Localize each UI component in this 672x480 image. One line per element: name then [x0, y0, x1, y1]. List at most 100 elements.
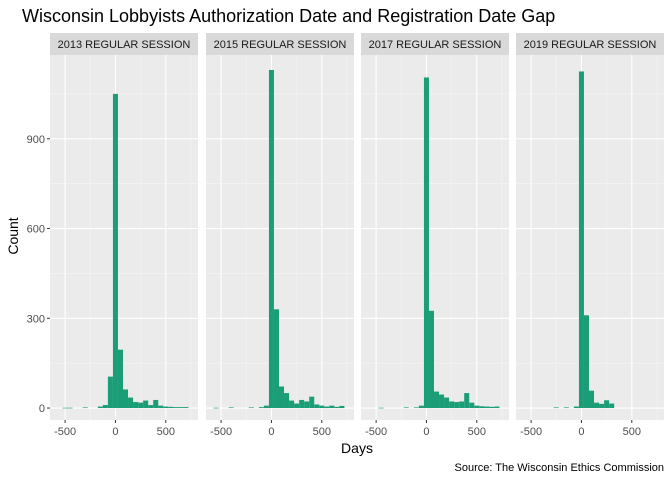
histogram-bar	[82, 407, 88, 409]
histogram-bar	[599, 403, 605, 409]
histogram-bar	[474, 405, 480, 409]
histogram-bar	[479, 406, 485, 409]
histogram-bar	[138, 402, 144, 409]
histogram-bar	[329, 405, 335, 409]
histogram-bar	[464, 393, 470, 409]
histogram-bar	[433, 391, 440, 409]
histogram-bar	[258, 407, 264, 409]
facet-strip	[50, 33, 198, 55]
histogram-bar	[133, 402, 139, 409]
facet-strip	[361, 33, 509, 55]
y-tick-label: 600	[27, 224, 45, 236]
histogram-bar	[304, 401, 310, 409]
histogram-bar	[122, 389, 129, 409]
histogram-bar	[183, 407, 189, 409]
facet-panel: 2015 REGULAR SESSION -500 0 500	[206, 33, 354, 438]
facet-strip-label: 2019 REGULAR SESSION	[524, 39, 657, 51]
histogram-bar	[112, 93, 118, 409]
histogram-bar	[314, 404, 320, 409]
x-tick-label: 500	[313, 426, 331, 438]
histogram-bar	[324, 406, 330, 409]
x-tick-label: -500	[54, 426, 76, 438]
histogram-bar	[334, 406, 340, 409]
y-axis-title: Count	[5, 217, 21, 254]
histogram-bar	[423, 77, 429, 409]
facet-panel: 2013 REGULAR SESSION -500 0 500	[50, 33, 198, 438]
x-tick-label: -500	[520, 426, 542, 438]
x-tick-label: 0	[112, 426, 118, 438]
facet-strip-label: 2015 REGULAR SESSION	[214, 39, 347, 51]
histogram-bar	[168, 406, 174, 409]
x-tick-label: 0	[578, 426, 584, 438]
histogram-bar	[378, 407, 384, 409]
histogram-bar	[62, 407, 68, 409]
histogram-bar	[578, 71, 584, 409]
histogram-bar	[444, 397, 450, 409]
facet-plot-area	[361, 55, 509, 420]
histogram-bar	[102, 405, 108, 409]
histogram-bar	[97, 406, 103, 409]
facet-plot-area	[50, 55, 198, 420]
histogram-bar	[594, 402, 600, 409]
histogram-bar	[273, 309, 279, 409]
histogram-bar	[294, 403, 300, 409]
x-axis-title: Days	[341, 440, 373, 456]
x-tick-label: 500	[623, 426, 641, 438]
facet-strip-label: 2017 REGULAR SESSION	[369, 39, 502, 51]
histogram-bar	[403, 407, 409, 409]
histogram-bar	[128, 397, 134, 409]
x-tick-label: -500	[210, 426, 232, 438]
histogram-bar	[117, 349, 123, 409]
x-tick-label: 500	[157, 426, 175, 438]
histogram-bar	[67, 407, 73, 409]
histogram-bar	[484, 406, 490, 409]
facet-panel: 2019 REGULAR SESSION -500 0 500	[516, 33, 664, 438]
facet-strip-label: 2013 REGULAR SESSION	[58, 39, 191, 51]
histogram-bar	[263, 405, 269, 409]
histogram-bar	[609, 403, 615, 409]
histogram-bar	[153, 399, 159, 409]
facet-strip	[516, 33, 664, 55]
histogram-bar	[454, 402, 460, 409]
histogram-bar	[143, 400, 149, 409]
histogram-bar	[428, 310, 434, 409]
histogram-bar	[178, 407, 184, 409]
histogram-bar	[278, 386, 285, 409]
facet-panel: 2017 REGULAR SESSION -500 0 500	[361, 33, 509, 438]
histogram-bar	[148, 405, 154, 409]
histogram-bar	[449, 401, 455, 409]
histogram-bar	[319, 405, 325, 409]
histogram-bar	[228, 407, 234, 409]
histogram-bar	[309, 396, 315, 409]
chart-title: Wisconsin Lobbyists Authorization Date a…	[22, 6, 555, 26]
histogram-bar	[173, 407, 179, 409]
histogram-bar	[494, 406, 500, 409]
histogram-bar	[469, 402, 475, 409]
histogram-bar	[489, 406, 495, 409]
facet-strip	[206, 33, 354, 55]
histogram-bar	[439, 394, 445, 409]
histogram-bar	[107, 376, 113, 409]
histogram-bar	[163, 406, 169, 409]
source-caption: Source: The Wisconsin Ethics Commission	[455, 462, 664, 474]
histogram-bar	[213, 407, 219, 409]
y-tick-label: 900	[27, 134, 45, 146]
x-tick-label: 0	[423, 426, 429, 438]
x-tick-label: 500	[468, 426, 486, 438]
facet-plot-area	[206, 55, 354, 420]
histogram-bar	[299, 399, 305, 409]
histogram-bar	[583, 315, 589, 409]
histogram-bar	[459, 401, 465, 409]
histogram-bar	[413, 407, 419, 409]
x-tick-label: 0	[268, 426, 274, 438]
facet-plot-area	[516, 55, 664, 420]
histogram-bar	[553, 407, 559, 409]
histogram-bar	[588, 390, 595, 409]
histogram-bar	[268, 69, 274, 409]
histogram-bar	[289, 400, 295, 409]
histogram-bar	[563, 407, 569, 409]
histogram-bar	[573, 406, 579, 409]
y-tick-label: 300	[27, 313, 45, 325]
